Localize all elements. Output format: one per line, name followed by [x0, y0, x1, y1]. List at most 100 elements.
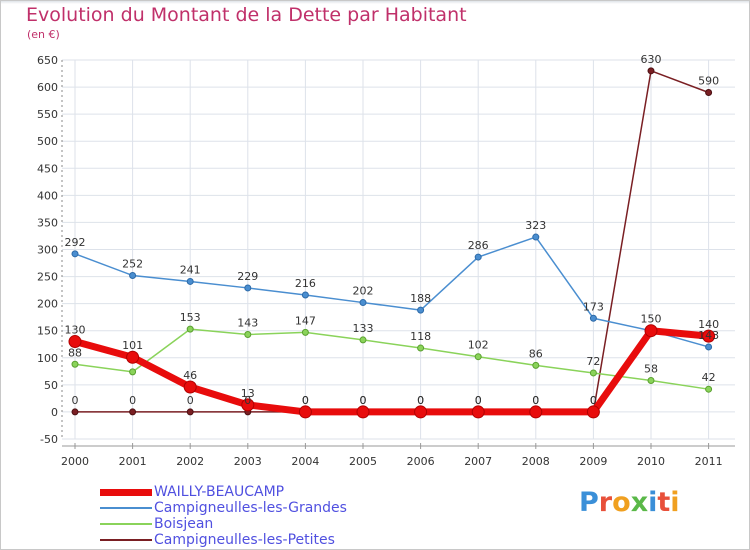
data-point-wailly	[356, 405, 370, 419]
legend-swatch-campigneulles-grandes	[100, 507, 152, 509]
data-point-boisjean	[705, 385, 713, 393]
legend-label-boisjean: Boisjean	[154, 516, 214, 532]
data-point-boisjean	[186, 325, 194, 333]
data-point-campigneulles-grandes	[532, 233, 540, 241]
data-label-campigneulles-petites: 0	[72, 394, 79, 407]
legend-swatch-boisjean	[100, 523, 152, 525]
x-tick-label: 2009	[579, 455, 607, 468]
x-tick-label: 2003	[234, 455, 262, 468]
proxiti-logo: Proxiti	[579, 487, 680, 518]
y-tick-label: 100	[37, 352, 58, 365]
data-point-wailly	[586, 405, 600, 419]
legend-label-wailly: WAILLY-BEAUCAMP	[154, 484, 285, 500]
data-label-campigneulles-grandes: 323	[525, 219, 546, 232]
legend-label-campigneulles-petites: Campigneulles-les-Petites	[154, 532, 335, 548]
y-tick-label: -50	[40, 433, 58, 446]
data-label-boisjean: 147	[295, 314, 316, 327]
data-label-wailly: 46	[183, 369, 197, 382]
y-tick-label: 250	[37, 271, 58, 284]
data-point-wailly	[529, 405, 543, 419]
data-label-wailly: 0	[417, 394, 424, 407]
data-point-campigneulles-grandes	[705, 343, 713, 351]
y-tick-label: 0	[51, 406, 58, 419]
data-point-wailly	[471, 405, 485, 419]
data-label-wailly: 150	[641, 313, 662, 326]
data-point-boisjean	[129, 368, 137, 376]
data-point-campigneulles-petites	[129, 408, 137, 416]
data-point-boisjean	[647, 377, 655, 385]
data-point-boisjean	[474, 353, 482, 361]
y-tick-label: 450	[37, 162, 58, 175]
data-label-campigneulles-grandes: 229	[237, 270, 258, 283]
data-label-boisjean: 42	[702, 371, 716, 384]
data-label-campigneulles-grandes: 143	[698, 329, 719, 342]
x-tick-label: 2006	[407, 455, 435, 468]
data-label-wailly: 101	[122, 339, 143, 352]
data-point-boisjean	[301, 328, 309, 336]
y-tick-label: 400	[37, 189, 58, 202]
data-point-boisjean	[532, 361, 540, 369]
x-tick-label: 2004	[291, 455, 319, 468]
data-label-campigneulles-grandes: 286	[468, 239, 489, 252]
y-tick-label: 650	[37, 54, 58, 67]
data-label-wailly: 0	[360, 394, 367, 407]
data-point-campigneulles-grandes	[244, 284, 252, 292]
data-label-campigneulles-petites: 0	[360, 394, 367, 407]
x-tick-label: 2002	[176, 455, 204, 468]
data-label-campigneulles-petites: 0	[532, 394, 539, 407]
y-tick-label: 550	[37, 108, 58, 121]
data-label-campigneulles-petites: 0	[244, 394, 251, 407]
data-label-boisjean: 86	[529, 347, 543, 360]
data-label-campigneulles-grandes: 188	[410, 292, 431, 305]
data-label-boisjean: 72	[586, 355, 600, 368]
data-point-boisjean	[589, 369, 597, 377]
data-label-wailly: 13	[241, 387, 255, 400]
data-point-campigneulles-petites	[705, 88, 713, 96]
data-point-boisjean	[417, 344, 425, 352]
data-label-wailly: 140	[698, 318, 719, 331]
y-tick-label: 350	[37, 216, 58, 229]
data-label-wailly: 0	[532, 394, 539, 407]
x-tick-label: 2010	[637, 455, 665, 468]
data-label-campigneulles-petites: 630	[641, 53, 662, 66]
series-line-boisjean	[74, 328, 710, 390]
data-label-boisjean: 88	[68, 346, 82, 359]
data-label-campigneulles-grandes: 216	[295, 277, 316, 290]
x-tick-label: 2008	[522, 455, 550, 468]
data-label-campigneulles-petites: 0	[129, 394, 136, 407]
data-point-boisjean	[244, 331, 252, 339]
legend-swatch-campigneulles-petites	[100, 539, 152, 541]
data-point-wailly	[126, 350, 140, 364]
data-label-campigneulles-grandes: 173	[583, 300, 604, 313]
series-line-wailly	[71, 327, 713, 416]
y-tick-label: 150	[37, 325, 58, 338]
data-label-campigneulles-grandes: 202	[353, 285, 374, 298]
data-point-campigneulles-grandes	[474, 253, 482, 261]
data-label-campigneulles-grandes: 252	[122, 257, 143, 270]
data-label-boisjean: 153	[180, 311, 201, 324]
data-label-boisjean: 133	[353, 322, 374, 335]
data-label-campigneulles-petites: 590	[698, 74, 719, 87]
data-label-campigneulles-petites: 0	[302, 394, 309, 407]
data-label-boisjean: 143	[237, 317, 258, 330]
data-point-campigneulles-grandes	[589, 314, 597, 322]
data-point-wailly	[702, 329, 716, 343]
data-point-campigneulles-petites	[647, 67, 655, 75]
data-point-wailly	[183, 380, 197, 394]
data-point-wailly	[68, 335, 82, 349]
y-tick-label: 500	[37, 135, 58, 148]
data-label-campigneulles-petites: 0	[475, 394, 482, 407]
data-point-wailly	[241, 398, 255, 412]
data-point-wailly	[644, 324, 658, 338]
x-tick-label: 2000	[61, 455, 89, 468]
chart-title: Evolution du Montant de la Dette par Hab…	[26, 4, 467, 26]
data-point-campigneulles-petites	[71, 408, 79, 416]
x-tick-label: 2001	[119, 455, 147, 468]
series-line-campigneulles-grandes	[74, 236, 710, 348]
x-tick-label: 2011	[695, 455, 723, 468]
unit-label: (en €)	[27, 28, 60, 41]
data-label-boisjean: 118	[410, 330, 431, 343]
data-point-boisjean	[359, 336, 367, 344]
legend-swatch-wailly	[100, 489, 152, 496]
